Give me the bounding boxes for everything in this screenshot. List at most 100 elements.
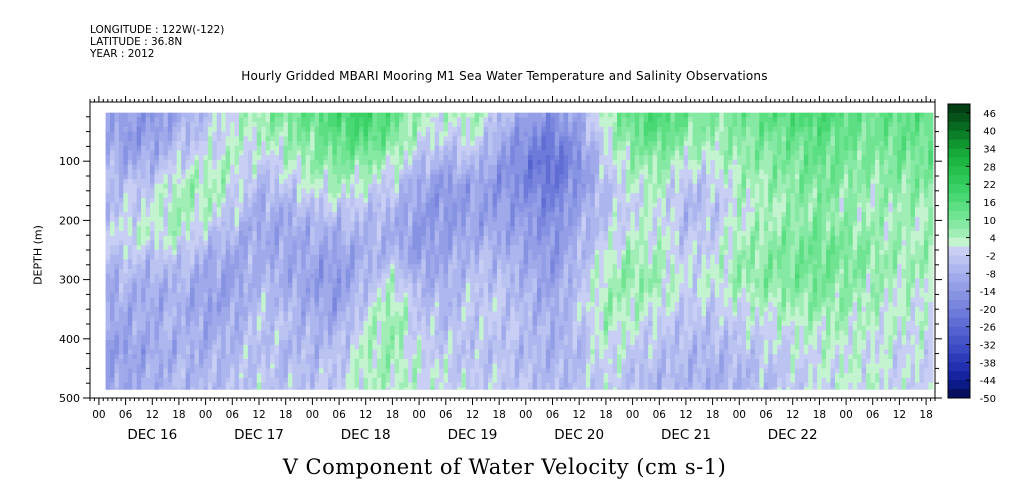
- heatmap-cell: [185, 245, 191, 251]
- heatmap-cell: [256, 349, 262, 355]
- heatmap-cell: [319, 202, 325, 208]
- heatmap-cell: [238, 387, 245, 390]
- heatmap-cell: [216, 188, 222, 194]
- heatmap-cell: [158, 164, 164, 171]
- heatmap-cell: [114, 164, 120, 171]
- heatmap-cell: [198, 226, 205, 232]
- heatmap-cell: [296, 254, 302, 261]
- heatmap-cell: [141, 287, 147, 294]
- heatmap-cell: [412, 316, 418, 322]
- heatmap-cell: [194, 278, 200, 284]
- heatmap-cell: [372, 202, 378, 208]
- heatmap-cell: [270, 273, 276, 280]
- heatmap-cell: [470, 349, 476, 355]
- heatmap-cell: [123, 169, 129, 175]
- heatmap-cell: [198, 321, 205, 327]
- heatmap-cell: [332, 311, 338, 317]
- heatmap-cell: [399, 183, 405, 190]
- heatmap-cell: [448, 145, 454, 152]
- heatmap-cell: [296, 136, 302, 142]
- heatmap-cell: [385, 141, 391, 147]
- heatmap-cell: [470, 377, 476, 384]
- heatmap-cell: [234, 117, 240, 123]
- heatmap-cell: [270, 382, 276, 388]
- heatmap-cell: [252, 287, 258, 294]
- heatmap-cell: [141, 193, 147, 199]
- heatmap-cell: [434, 306, 440, 313]
- heatmap-cell: [145, 254, 151, 261]
- heatmap-cell: [394, 264, 400, 270]
- heatmap-cell: [359, 221, 365, 227]
- heatmap-cell: [283, 325, 289, 332]
- heatmap-cell: [296, 316, 302, 322]
- heatmap-cell: [270, 164, 276, 171]
- heatmap-cell: [279, 330, 285, 336]
- heatmap-cell: [172, 141, 178, 147]
- heatmap-cell: [221, 250, 227, 256]
- heatmap-cell: [452, 197, 458, 204]
- heatmap-cell: [439, 178, 445, 185]
- heatmap-cell: [256, 264, 262, 270]
- heatmap-cell: [172, 368, 178, 374]
- heatmap-cell: [301, 363, 307, 369]
- heatmap-cell: [372, 273, 378, 280]
- heatmap-cell: [363, 226, 369, 232]
- heatmap-cell: [163, 160, 169, 166]
- heatmap-cell: [407, 363, 414, 369]
- heatmap-cell: [327, 126, 333, 133]
- heatmap-cell: [127, 245, 133, 251]
- heatmap-cell: [336, 335, 342, 341]
- heatmap-cell: [314, 382, 320, 388]
- heatmap-cell: [221, 283, 227, 289]
- heatmap-cell: [403, 183, 409, 190]
- heatmap-cell: [105, 283, 111, 289]
- heatmap-cell: [132, 354, 138, 360]
- heatmap-cell: [252, 335, 258, 341]
- heatmap-cell: [474, 178, 480, 185]
- heatmap-cell: [425, 373, 431, 379]
- heatmap-cell: [394, 207, 400, 213]
- heatmap-cell: [163, 339, 169, 346]
- heatmap-cell: [479, 141, 485, 147]
- heatmap-cell: [194, 325, 200, 332]
- heatmap-cell: [141, 150, 147, 156]
- heatmap-cell: [158, 207, 164, 213]
- heatmap-cell: [443, 349, 449, 355]
- heatmap-cell: [327, 302, 333, 308]
- heatmap-cell: [123, 377, 129, 384]
- heatmap-cell: [118, 373, 124, 379]
- heatmap-cell: [385, 145, 391, 152]
- heatmap-cell: [270, 358, 276, 365]
- heatmap-cell: [465, 368, 471, 374]
- heatmap-cell: [118, 117, 124, 123]
- heatmap-cell: [474, 136, 480, 142]
- heatmap-cell: [279, 287, 285, 294]
- heatmap-cell: [341, 349, 347, 355]
- heatmap-cell: [123, 382, 129, 388]
- heatmap-cell: [185, 382, 191, 388]
- heatmap-cell: [341, 202, 347, 208]
- heatmap-cell: [190, 330, 196, 336]
- heatmap-cell: [367, 325, 374, 332]
- heatmap-cell: [448, 363, 454, 369]
- heatmap-cell: [319, 278, 325, 284]
- heatmap-cell: [292, 212, 298, 218]
- heatmap-cell: [221, 131, 227, 137]
- heatmap-cell: [301, 112, 307, 118]
- heatmap-cell: [327, 373, 333, 379]
- heatmap-cell: [114, 273, 120, 280]
- heatmap-cell: [279, 387, 285, 390]
- heatmap-cell: [434, 250, 440, 256]
- heatmap-cell: [345, 335, 351, 341]
- heatmap-cell: [252, 302, 258, 308]
- heatmap-cell: [167, 264, 173, 270]
- heatmap-cell: [372, 363, 378, 369]
- heatmap-cell: [110, 245, 116, 251]
- heatmap-cell: [283, 178, 289, 185]
- heatmap-cell: [354, 354, 360, 360]
- heatmap-cell: [167, 221, 173, 227]
- heatmap-cell: [434, 150, 440, 156]
- heatmap-cell: [336, 131, 342, 137]
- heatmap-cell: [243, 235, 249, 242]
- heatmap-cell: [265, 117, 271, 123]
